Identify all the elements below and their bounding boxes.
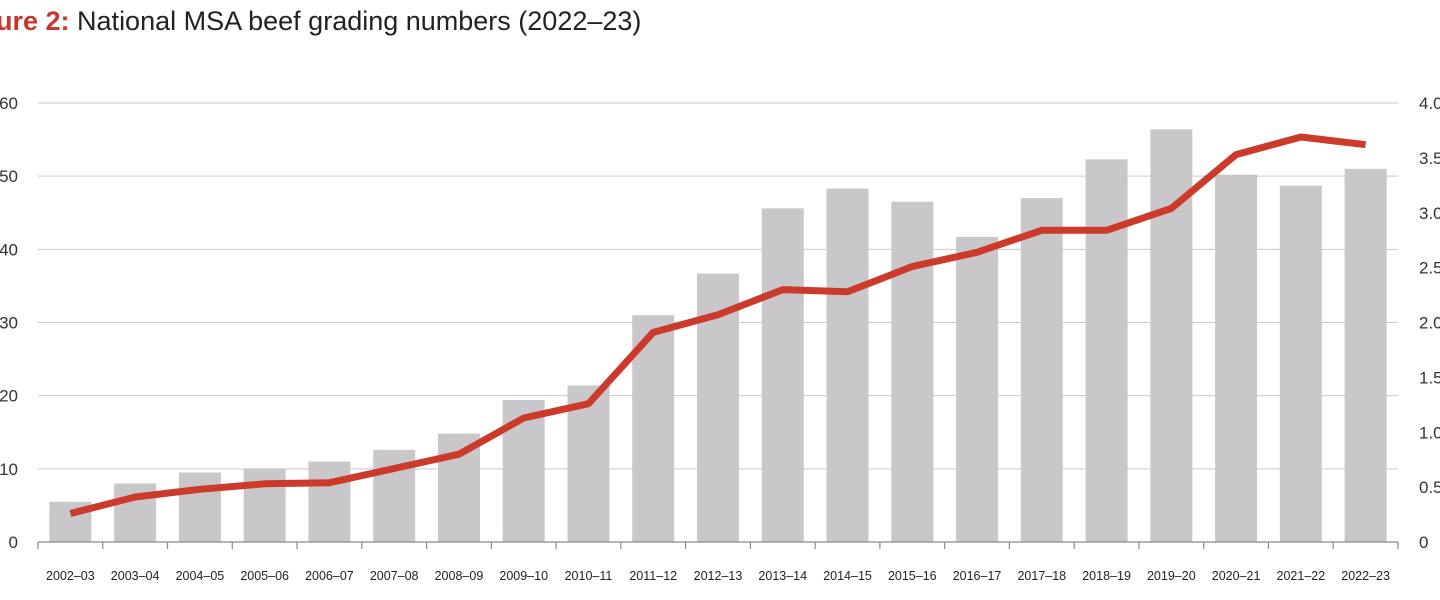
x-tick-label: 2003–04 [111, 569, 160, 583]
y-right-tick-label: 1.0 [1419, 423, 1440, 442]
x-tick-label: 2004–05 [176, 569, 225, 583]
chart-title: ure 2: National MSA beef grading numbers… [0, 6, 641, 37]
bar [956, 236, 999, 542]
x-tick-label: 2018–19 [1082, 569, 1131, 583]
bar [761, 208, 804, 543]
y-axis-right: 0 0.5 1.0 1.5 2.0 2.5 3.0 3.5 4.0 [1419, 94, 1440, 552]
x-tick-label: 2002–03 [46, 569, 95, 583]
y-right-tick-label: 3.5 [1419, 149, 1440, 168]
y-left-tick-label: 0 [9, 533, 18, 552]
y-left-tick-label: 10 [0, 460, 18, 479]
x-tick-label: 2009–10 [499, 569, 548, 583]
y-right-tick-label: 0 [1419, 533, 1428, 552]
y-right-tick-label: 0.5 [1419, 478, 1440, 497]
bar [1150, 129, 1193, 542]
y-right-tick-label: 1.5 [1419, 368, 1440, 387]
y-right-tick-label: 2.5 [1419, 259, 1440, 278]
bar [178, 472, 221, 542]
y-left-tick-label: 20 [0, 387, 18, 406]
x-tick-label: 2007–08 [370, 569, 419, 583]
x-tick-label: 2011–12 [629, 569, 677, 583]
x-tick-label: 2021–22 [1277, 569, 1326, 583]
line-series [69, 133, 1367, 517]
y-left-tick-label: 60 [0, 94, 18, 113]
x-axis: 2002–03 2003–04 2004–05 2005–06 2006–07 2007–… [37, 541, 1399, 583]
x-tick-label: 2017–18 [1017, 569, 1066, 583]
y-left-tick-label: 40 [0, 240, 18, 259]
bar [567, 385, 610, 542]
x-tick-label: 2020–21 [1212, 569, 1261, 583]
chart-title-text: National MSA beef grading numbers (2022–… [77, 6, 642, 36]
y-left-tick-label: 30 [0, 314, 18, 333]
x-tick-label: 2015–16 [888, 569, 937, 583]
y-axis-left: 0 10 20 30 40 50 60 [0, 94, 18, 552]
x-tick-label: 2006–07 [305, 569, 354, 583]
bar [1020, 198, 1063, 542]
y-right-tick-label: 3.0 [1419, 204, 1440, 223]
bar-series [49, 129, 1387, 543]
bar [1215, 174, 1258, 542]
bar [308, 461, 351, 542]
x-tick-label: 2022–23 [1341, 569, 1390, 583]
bar [891, 201, 934, 542]
x-tick-label: 2013–14 [758, 569, 807, 583]
bar [1085, 159, 1128, 543]
bar [826, 188, 869, 543]
y-right-tick-label: 4.0 [1419, 94, 1440, 113]
figure-label: ure 2: [0, 6, 70, 36]
bar [1344, 168, 1387, 542]
bar [1279, 185, 1322, 542]
x-tick-label: 2005–06 [240, 569, 289, 583]
x-tick-label: 2014–15 [823, 569, 872, 583]
x-tick-label: 2012–13 [694, 569, 743, 583]
x-tick-label: 2016–17 [953, 569, 1002, 583]
x-tick-label: 2010–11 [565, 569, 613, 583]
x-tick-label: 2019–20 [1147, 569, 1196, 583]
y-left-tick-label: 50 [0, 167, 18, 186]
y-right-tick-label: 2.0 [1419, 314, 1440, 333]
x-tick-label: 2008–09 [435, 569, 484, 583]
bar [243, 468, 286, 542]
